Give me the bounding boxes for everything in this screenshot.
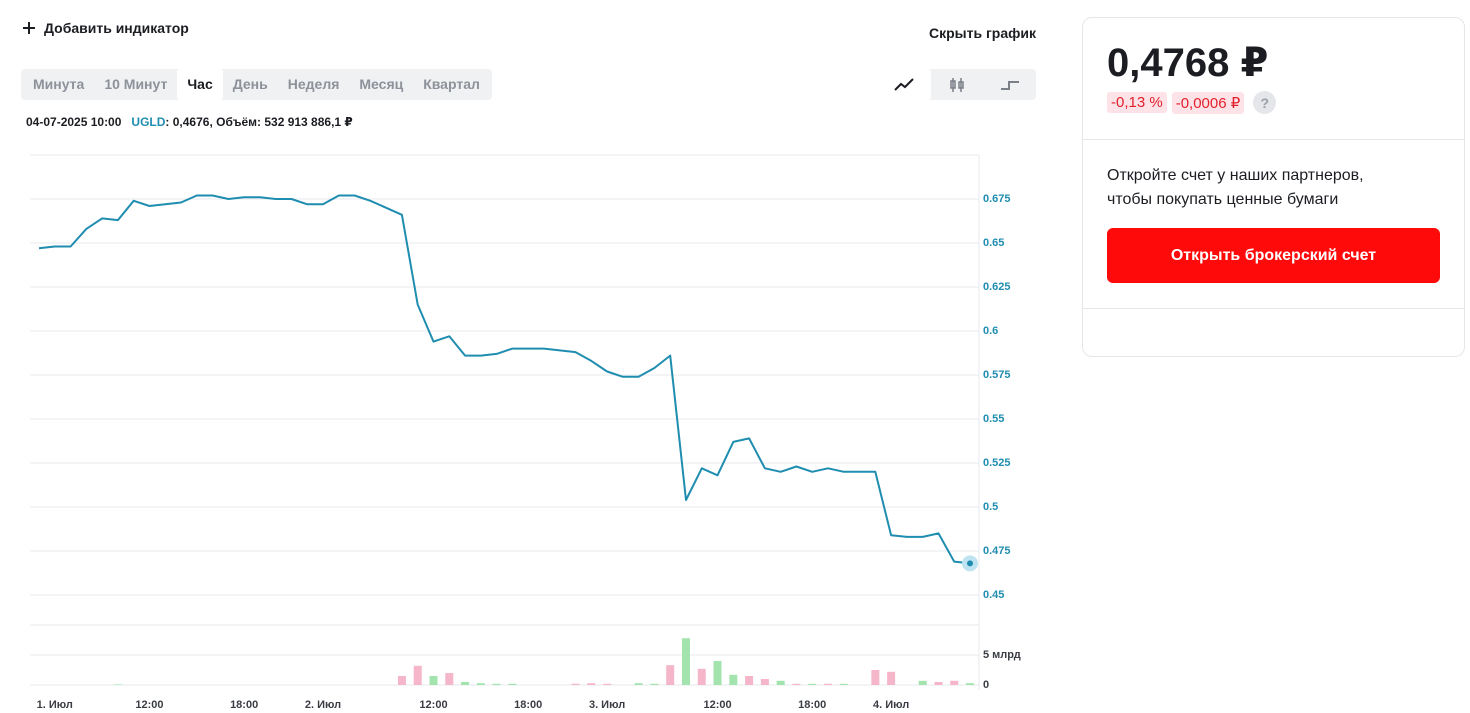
open-account-button[interactable]: Открыть брокерский счет <box>1107 228 1440 283</box>
period-tab[interactable]: Квартал <box>423 76 480 92</box>
divider <box>1083 308 1464 309</box>
x-tick-label: 12:00 <box>703 699 731 711</box>
ticker: UGLD <box>131 115 166 129</box>
volume-bar <box>650 683 659 685</box>
volume-bar <box>492 683 501 685</box>
volume-bar <box>871 670 880 685</box>
change-percent: -0,13 % <box>1107 92 1167 113</box>
volume-bar <box>476 683 485 685</box>
hover-info: 04-07-2025 10:00 UGLD: 0,4676, Объём: 532… <box>26 115 353 129</box>
volume-bar <box>824 683 832 685</box>
volume-bar <box>603 683 612 685</box>
period-tab[interactable]: Месяц <box>359 76 404 92</box>
y-tick-label: 0.55 <box>983 413 1004 425</box>
period-tab[interactable]: Неделя <box>287 76 340 92</box>
volume-bar <box>934 682 943 685</box>
chart-type-switch <box>878 69 1036 100</box>
period-tab[interactable]: Минута <box>33 76 85 92</box>
volume-bar <box>760 679 769 685</box>
change-badges: -0,13 % -0,0006 ₽ ? <box>1107 91 1277 114</box>
volume-bar <box>113 684 122 685</box>
volume-bar <box>666 665 675 685</box>
y-tick-label: 0.475 <box>983 545 1011 557</box>
volume-bar <box>681 638 690 685</box>
x-tick-label: 18:00 <box>514 699 542 711</box>
volume-bar <box>697 668 706 685</box>
volume-bar <box>839 683 848 685</box>
price-line <box>38 194 971 565</box>
hide-chart[interactable]: Скрыть график <box>929 25 1037 41</box>
candle-type[interactable] <box>931 69 984 100</box>
volume-bar <box>776 680 785 685</box>
volume-bar <box>461 682 470 685</box>
x-tick-label: 12:00 <box>135 699 163 711</box>
y-tick-label: 0.625 <box>983 281 1011 293</box>
period-tabs: Минута 10 Минут Час День Неделя Месяц Квартал <box>21 69 492 100</box>
volume-bar <box>887 671 896 685</box>
promo-line: чтобы покупать ценные бумаги <box>1107 191 1339 208</box>
volume-bar <box>918 680 927 685</box>
y-tick-label: 5 млрд <box>983 649 1021 661</box>
y-tick-label: 0.6 <box>983 325 998 337</box>
divider <box>1083 139 1464 140</box>
volume-bar <box>792 683 801 685</box>
y-tick-label: 0.575 <box>983 369 1011 381</box>
add-indicator[interactable]: Добавить индикатор <box>22 20 189 36</box>
volume-bar <box>745 676 754 685</box>
volume-bar <box>413 665 422 685</box>
help-icon[interactable]: ? <box>1253 91 1277 114</box>
volume-bar <box>950 680 959 685</box>
plus-icon <box>23 22 35 34</box>
period-tab[interactable]: День <box>232 76 268 92</box>
volume-bar <box>713 661 722 685</box>
chart: 0.45 0.475 0.5 0.525 0.55 0.575 0.6 0.625 0.65 0.… <box>30 154 1021 711</box>
promo-line: Откройте счет у наших партнеров, <box>1107 167 1364 184</box>
hover-point <box>967 560 974 567</box>
add-indicator-label: Добавить индикатор <box>44 20 189 36</box>
x-tick-label: 18:00 <box>798 699 826 711</box>
y-tick-label: 0.525 <box>983 457 1011 469</box>
period-tab[interactable]: Час <box>177 69 223 100</box>
change-abs: -0,0006 ₽ <box>1171 91 1245 114</box>
x-tick-label: 12:00 <box>419 699 447 711</box>
quote-card: 0,4768 ₽ -0,13 % -0,0006 ₽ ? Откройте сч… <box>1082 17 1465 357</box>
volume-bar <box>587 683 596 685</box>
x-tick-label: 4. Июл <box>873 699 909 711</box>
volume-bar <box>634 683 643 685</box>
y-tick-label: 0.5 <box>983 501 998 513</box>
volume-bar <box>508 683 517 685</box>
y-tick-label: 0.65 <box>983 237 1004 249</box>
x-tick-label: 2. Июл <box>305 699 341 711</box>
y-tick-label: 0.675 <box>983 193 1011 205</box>
x-tick-label: 1. Июл <box>37 699 73 711</box>
price: 0,4768 ₽ <box>1107 41 1269 85</box>
volume-bar <box>571 683 580 685</box>
x-tick-label: 3. Июл <box>589 699 625 711</box>
volume-bar <box>729 674 738 685</box>
period-tab[interactable]: 10 Минут <box>104 76 168 92</box>
volume-bar <box>429 676 438 685</box>
line-type[interactable] <box>878 69 931 100</box>
volume-bar <box>397 676 406 685</box>
volume-bar <box>445 673 454 685</box>
y-tick-label: 0.45 <box>983 589 1004 601</box>
hover-date: 04-07-2025 10:00 <box>26 115 122 129</box>
x-tick-label: 18:00 <box>230 699 258 711</box>
promo-text: Откройте счет у наших партнеров, чтобы п… <box>1107 164 1364 212</box>
step-type[interactable] <box>983 69 1036 100</box>
volume-bar <box>966 683 975 685</box>
volume-bar <box>808 683 817 685</box>
y-tick-label: 0 <box>983 679 989 691</box>
hover-details: : 0,4676, Объём: 532 913 886,1 ₽ <box>165 115 353 129</box>
